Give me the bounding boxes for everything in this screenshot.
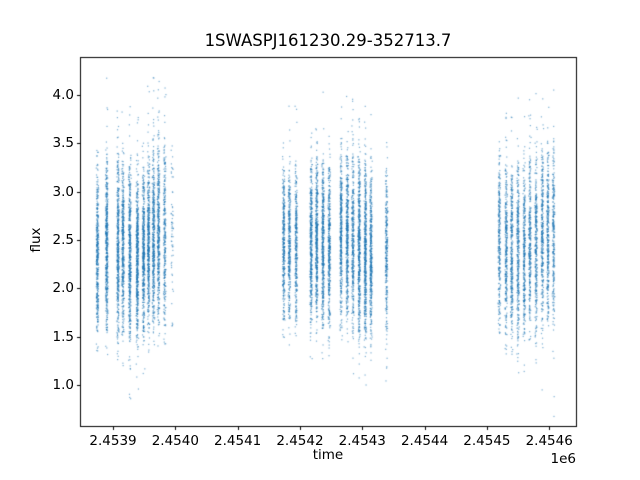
x-tick-label: 2.4540: [151, 433, 199, 449]
y-axis-label: flux: [28, 227, 44, 253]
x-tick-label: 2.4542: [276, 433, 324, 449]
y-tick-label: 1.0: [52, 377, 74, 393]
x-axis-offset-text: 1e6: [550, 451, 576, 467]
y-tick-label: 2.0: [52, 280, 74, 297]
plot-title: 1SWASPJ161230.29-352713.7: [204, 31, 452, 50]
y-tick-label: 2.5: [52, 232, 74, 248]
x-tick-label: 2.4544: [400, 433, 449, 449]
y-tick-label: 3.5: [52, 135, 74, 152]
y-tick-label: 4.0: [52, 86, 74, 103]
x-tick-label: 2.4541: [214, 433, 262, 449]
y-tick-label: 3.0: [52, 183, 74, 200]
x-tick-label: 2.4545: [463, 433, 511, 449]
x-tick-label: 2.4539: [89, 433, 137, 449]
x-axis-label: time: [312, 447, 344, 463]
x-tick-label: 2.4546: [525, 433, 573, 449]
y-tick-label: 1.5: [52, 328, 74, 345]
x-tick-label: 2.4543: [338, 433, 386, 449]
